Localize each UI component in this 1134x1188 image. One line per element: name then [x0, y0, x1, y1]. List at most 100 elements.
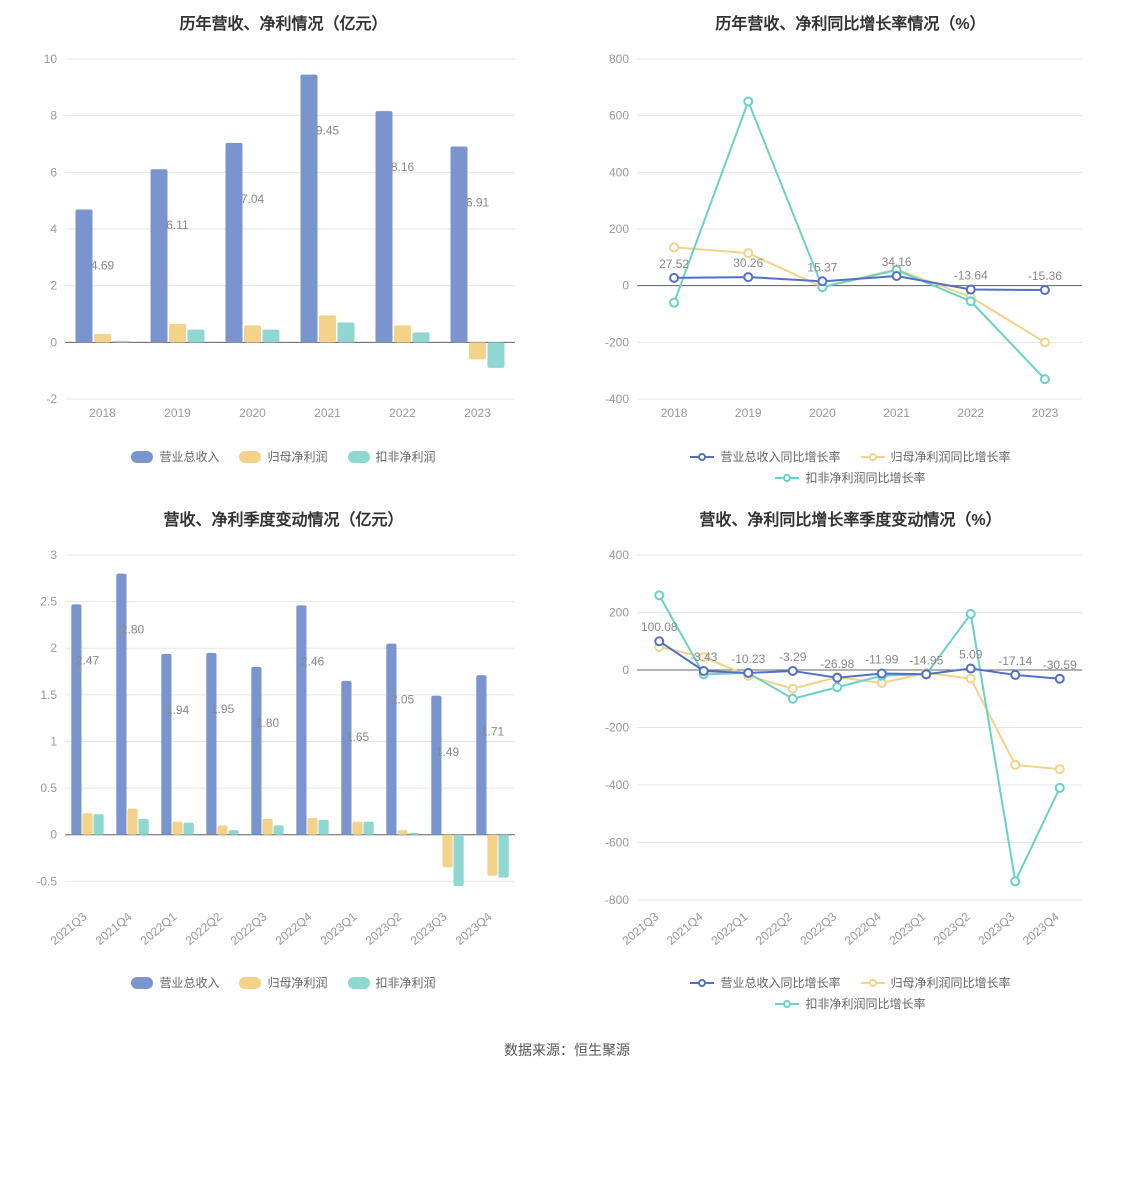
legend-item: 归母净利润同比增长率 — [861, 974, 1011, 991]
svg-text:5.09: 5.09 — [959, 648, 983, 662]
series-point — [789, 685, 797, 693]
bar — [499, 835, 509, 878]
legend-item: 扣非净利润同比增长率 — [775, 995, 925, 1012]
svg-text:200: 200 — [609, 222, 629, 236]
svg-text:2.5: 2.5 — [40, 595, 57, 609]
svg-text:400: 400 — [609, 548, 629, 562]
svg-text:2022Q1: 2022Q1 — [138, 909, 180, 947]
bar — [127, 809, 137, 835]
series-point — [1011, 761, 1019, 769]
svg-text:0.5: 0.5 — [40, 781, 57, 795]
svg-text:200: 200 — [609, 606, 629, 620]
chart-canvas-annual-bar: -202468104.696.117.049.458.166.912018201… — [10, 44, 557, 434]
legend-item: 扣非净利润 — [348, 448, 436, 465]
svg-text:2.80: 2.80 — [121, 623, 145, 637]
bar — [76, 209, 93, 342]
series-point — [878, 669, 886, 677]
panel-quarter-bar: 营收、净利季度变动情况（亿元） -0.500.511.522.532.472.8… — [10, 506, 557, 1012]
svg-text:-14.95: -14.95 — [909, 653, 943, 667]
legend-label: 归母净利润同比增长率 — [891, 974, 1011, 991]
svg-text:2020: 2020 — [809, 406, 836, 420]
svg-text:1.95: 1.95 — [211, 702, 235, 716]
bar — [338, 323, 355, 343]
svg-text:2018: 2018 — [661, 406, 688, 420]
svg-text:-400: -400 — [605, 392, 629, 406]
svg-text:10: 10 — [44, 52, 58, 66]
chart-grid: 历年营收、净利情况（亿元） -202468104.696.117.049.458… — [10, 10, 1124, 1012]
svg-text:2022Q1: 2022Q1 — [708, 909, 750, 947]
legend-label: 扣非净利润 — [376, 448, 436, 465]
chart-title: 历年营收、净利同比增长率情况（%） — [577, 10, 1124, 34]
svg-text:4: 4 — [50, 222, 57, 236]
svg-text:1.80: 1.80 — [256, 716, 280, 730]
svg-text:-400: -400 — [605, 778, 629, 792]
bar — [151, 169, 168, 342]
bar — [244, 325, 261, 342]
svg-text:-200: -200 — [605, 335, 629, 349]
bar — [113, 341, 130, 342]
svg-text:2021: 2021 — [883, 406, 910, 420]
svg-text:2021Q4: 2021Q4 — [664, 909, 706, 947]
svg-text:2: 2 — [50, 641, 57, 655]
svg-text:2023Q1: 2023Q1 — [886, 909, 928, 947]
bar — [451, 147, 468, 343]
svg-text:0: 0 — [50, 828, 57, 842]
svg-text:7.04: 7.04 — [241, 192, 265, 206]
legend-label: 归母净利润 — [267, 974, 327, 991]
svg-text:3: 3 — [50, 548, 57, 562]
svg-text:-3.29: -3.29 — [779, 650, 807, 664]
bar — [352, 822, 362, 835]
series-point — [700, 667, 708, 675]
svg-text:30.26: 30.26 — [733, 256, 763, 270]
chart-canvas-quarter-bar: -0.500.511.522.532.472.801.941.951.802.4… — [10, 540, 557, 960]
chart-title: 营收、净利季度变动情况（亿元） — [10, 506, 557, 530]
legend-item: 营业总收入 — [131, 974, 219, 991]
bar — [229, 830, 239, 835]
svg-text:400: 400 — [609, 165, 629, 179]
svg-text:2022Q2: 2022Q2 — [753, 909, 795, 947]
svg-text:2023Q4: 2023Q4 — [453, 909, 495, 947]
legend-swatch — [131, 977, 153, 989]
bar — [217, 825, 227, 834]
bar — [116, 574, 126, 835]
svg-text:2023Q2: 2023Q2 — [931, 909, 973, 947]
svg-text:9.45: 9.45 — [316, 124, 340, 138]
data-source-footer: 数据来源：恒生聚源 — [10, 1040, 1124, 1060]
bar — [161, 654, 171, 835]
svg-text:2.46: 2.46 — [301, 654, 325, 668]
svg-text:2: 2 — [50, 279, 57, 293]
bar — [319, 315, 336, 342]
svg-text:600: 600 — [609, 109, 629, 123]
series-point — [967, 286, 975, 294]
bar — [94, 814, 104, 835]
svg-text:-30.59: -30.59 — [1043, 658, 1077, 672]
legend-swatch — [348, 451, 370, 463]
svg-text:1.94: 1.94 — [166, 703, 190, 717]
svg-text:-800: -800 — [605, 893, 629, 907]
svg-text:2022Q4: 2022Q4 — [273, 909, 315, 947]
chart-title: 历年营收、净利情况（亿元） — [10, 10, 557, 34]
series-line — [674, 276, 1045, 290]
series-point — [967, 610, 975, 618]
svg-text:2.05: 2.05 — [391, 693, 415, 707]
bar — [296, 605, 306, 834]
legend-label: 营业总收入同比增长率 — [720, 448, 840, 465]
series-point — [1041, 286, 1049, 294]
svg-text:2021: 2021 — [314, 406, 341, 420]
svg-text:1.49: 1.49 — [436, 745, 460, 759]
panel-annual-bar: 历年营收、净利情况（亿元） -202468104.696.117.049.458… — [10, 10, 557, 486]
legend-label: 营业总收入 — [159, 448, 219, 465]
svg-text:8: 8 — [50, 109, 57, 123]
series-line — [674, 102, 1045, 380]
bar — [409, 833, 419, 835]
svg-text:-10.23: -10.23 — [731, 652, 765, 666]
svg-text:-17.14: -17.14 — [998, 654, 1032, 668]
bar — [184, 823, 194, 835]
series-point — [670, 243, 678, 251]
svg-text:2023Q1: 2023Q1 — [318, 909, 360, 947]
svg-text:1.65: 1.65 — [346, 730, 370, 744]
legend-item: 归母净利润 — [239, 974, 327, 991]
bar — [172, 822, 182, 835]
series-point — [1011, 671, 1019, 679]
series-point — [744, 273, 752, 281]
